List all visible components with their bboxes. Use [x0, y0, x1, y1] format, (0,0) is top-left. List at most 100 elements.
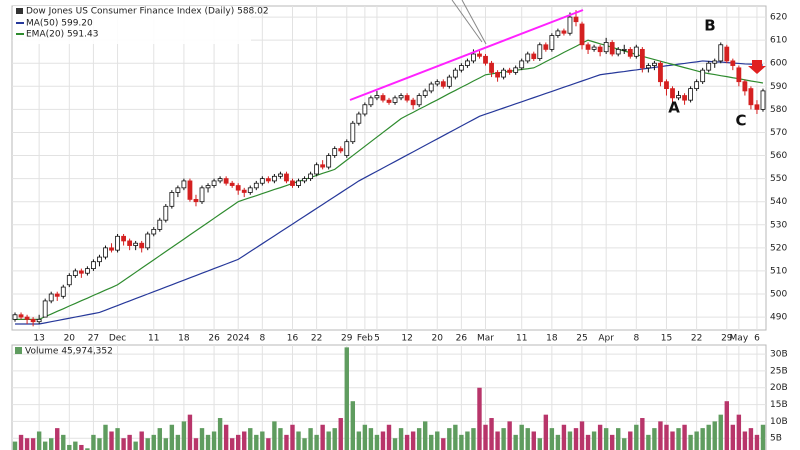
candle-body	[748, 88, 754, 106]
volume-tick-label: 25B	[770, 366, 788, 376]
volume-tick-label: 5B	[770, 434, 782, 444]
y-tick-label: 500	[770, 290, 787, 300]
volume-bar	[561, 424, 567, 450]
candle-body	[621, 48, 627, 51]
plot-area: 4905005105205305405505605705805906006106…	[11, 5, 788, 450]
x-tick-label: Dec	[109, 334, 126, 344]
volume-bar	[97, 438, 102, 450]
volume-bar	[362, 424, 368, 450]
candle-body	[700, 69, 706, 83]
candle-body	[314, 164, 320, 175]
volume-bar	[603, 428, 609, 450]
candle-body	[356, 113, 362, 124]
volume-bar	[374, 434, 380, 450]
candle-body	[567, 16, 573, 34]
candle-body	[561, 30, 567, 34]
volume-bar	[272, 421, 277, 450]
candle-body	[736, 67, 742, 83]
volume-bar	[91, 434, 96, 450]
candle-body	[109, 247, 114, 251]
candle-body	[151, 228, 157, 235]
volume-bar	[157, 428, 162, 450]
candle-body	[115, 235, 120, 251]
volume-bar	[646, 434, 651, 450]
candle-body	[97, 256, 102, 263]
volume-bar	[537, 438, 542, 450]
candle-body	[483, 55, 488, 64]
candle-body	[537, 44, 543, 60]
annotation: B	[704, 17, 715, 35]
volume-bar	[55, 428, 60, 450]
volume-bar	[223, 424, 229, 450]
volume-bar	[483, 424, 488, 450]
volume-bar	[507, 421, 512, 450]
candle-body	[265, 178, 271, 182]
candle-body	[386, 99, 392, 103]
volume-bar	[151, 434, 156, 450]
annotation: C	[735, 112, 746, 130]
volume-bar	[549, 428, 555, 450]
candle-body	[278, 173, 283, 177]
candle-body	[446, 76, 452, 87]
volume-bar	[242, 431, 247, 450]
candle-body	[507, 69, 513, 73]
volume-bar	[103, 424, 108, 450]
volume-bar	[422, 421, 428, 450]
candle-body	[121, 235, 126, 242]
candle-body	[452, 69, 458, 78]
candle-body	[205, 185, 211, 189]
volume-bar	[248, 428, 253, 450]
candle-body	[428, 83, 434, 92]
volume-bar	[519, 424, 524, 450]
y-tick-label: 520	[770, 243, 787, 253]
candle-body	[398, 95, 404, 99]
x-tick-label: 8	[259, 334, 265, 344]
volume-bar	[49, 438, 54, 450]
volume-bar	[42, 441, 48, 450]
volume-bar	[404, 434, 410, 450]
y-tick-label: 620	[770, 13, 787, 23]
trendline	[349, 9, 584, 101]
candle-body	[754, 104, 760, 110]
candle-body	[730, 60, 736, 66]
candle-body	[477, 53, 482, 57]
volume-bar	[139, 431, 144, 450]
candle-body	[290, 180, 295, 186]
volume-bar	[682, 424, 687, 450]
x-tick-label: 26	[456, 334, 468, 344]
candle-body	[410, 99, 416, 106]
candle-body	[706, 62, 712, 71]
candle-body	[175, 187, 181, 193]
volume-bar	[314, 434, 319, 450]
volume-label: Volume 45,974,352	[25, 347, 113, 357]
volume-bar	[163, 438, 169, 450]
volume-bar	[694, 431, 699, 450]
candle-body	[664, 81, 669, 90]
volume-bar	[308, 428, 313, 450]
candle-body	[712, 60, 718, 64]
candle-body	[139, 242, 145, 249]
candle-body	[157, 219, 163, 230]
candle-body	[302, 178, 307, 182]
x-tick-label: 16	[287, 334, 299, 344]
x-tick-label: 8	[633, 334, 639, 344]
candle-body	[36, 318, 42, 323]
y-tick-label: 540	[770, 197, 787, 207]
volume-bar	[368, 428, 374, 450]
candle-body	[609, 42, 615, 55]
x-tick-label: 25	[576, 334, 587, 344]
volume-bar	[585, 434, 591, 450]
x-tick-label: 22	[691, 334, 702, 344]
x-tick-label: 29	[721, 334, 733, 344]
volume-bar	[634, 424, 639, 450]
volume-bar	[205, 434, 211, 450]
y-tick-label: 600	[770, 59, 787, 69]
volume-bar	[622, 438, 627, 450]
y-tick-label: 550	[770, 174, 787, 184]
x-tick-label: 29	[341, 334, 353, 344]
x-tick-label: 13	[33, 334, 44, 344]
volume-bar	[591, 431, 597, 450]
x-tick-label: 12	[401, 334, 412, 344]
candle-body	[645, 65, 651, 69]
candle-body	[676, 95, 681, 99]
